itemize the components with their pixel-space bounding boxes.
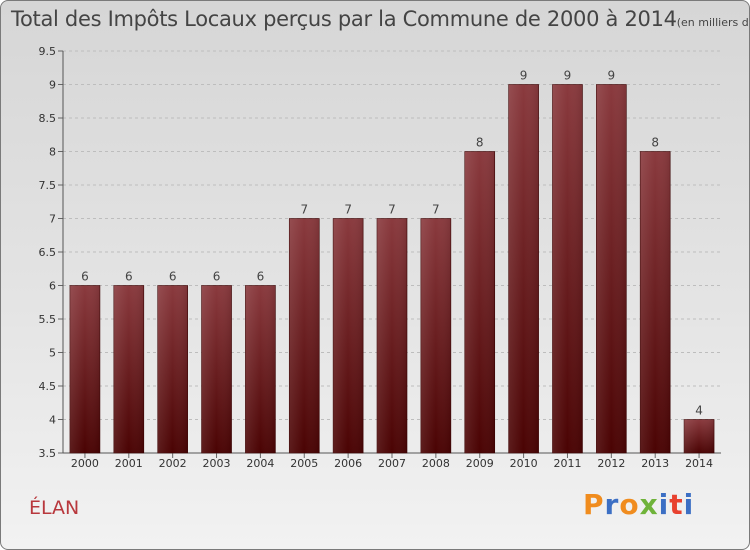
- x-tick-label: 2005: [290, 457, 318, 470]
- bar-shine: [113, 285, 144, 453]
- y-tick-label: 3.5: [39, 447, 57, 460]
- x-tick-label: 2001: [115, 457, 143, 470]
- x-tick-label: 2011: [553, 457, 581, 470]
- x-tick-label: 2003: [203, 457, 231, 470]
- logo-letter: t: [669, 488, 684, 521]
- logo-letter: i: [658, 488, 670, 521]
- y-tick-label: 9: [49, 79, 56, 92]
- data-label: 6: [81, 270, 89, 284]
- data-label: 6: [213, 270, 221, 284]
- bar-shine: [464, 151, 495, 453]
- y-tick-label: 5: [49, 347, 56, 360]
- bars: [69, 84, 715, 454]
- proxiti-logo: Proxiti: [583, 488, 694, 521]
- bar-shine: [201, 285, 232, 453]
- logo-letter: x: [639, 488, 659, 521]
- x-tick-label: 2002: [159, 457, 187, 470]
- y-tick-label: 8: [49, 146, 56, 159]
- x-tick-label: 2010: [510, 457, 538, 470]
- bar-shine: [157, 285, 188, 453]
- bar-shine: [684, 419, 715, 453]
- bar-shine: [333, 218, 364, 453]
- data-label: 7: [300, 203, 308, 217]
- bar-shine: [596, 84, 627, 453]
- bar-shine: [552, 84, 583, 453]
- data-label: 6: [169, 270, 177, 284]
- y-tick-label: 7: [49, 213, 56, 226]
- value-labels: 6 6 6 6 6 7 7 7 7 8 9 9 9 8 4: [81, 69, 703, 418]
- data-label: 8: [476, 136, 484, 150]
- bar-shine: [245, 285, 276, 453]
- data-label: 6: [257, 270, 265, 284]
- commune-name: ÉLAN: [29, 497, 80, 519]
- bar-shine: [69, 285, 100, 453]
- y-tick-label: 4.5: [39, 380, 57, 393]
- data-label: 4: [695, 404, 703, 418]
- x-tick-label: 2000: [71, 457, 99, 470]
- logo-letter: o: [619, 488, 640, 521]
- data-label: 6: [125, 270, 133, 284]
- chart-title-text: Total des Impôts Locaux perçus par la Co…: [11, 7, 677, 31]
- data-label: 9: [608, 69, 616, 83]
- logo-letter: r: [604, 488, 620, 521]
- data-label: 8: [651, 136, 659, 150]
- x-tick-label: 2014: [685, 457, 713, 470]
- y-tick-label: 6: [49, 280, 56, 293]
- x-tick-label: 2006: [334, 457, 362, 470]
- y-tick-label: 6.5: [39, 246, 57, 259]
- logo-letter: i: [683, 488, 695, 521]
- chart-title: Total des Impôts Locaux perçus par la Co…: [11, 7, 749, 31]
- x-tick-label: 2013: [641, 457, 669, 470]
- y-tick-label: 7.5: [39, 179, 57, 192]
- data-label: 7: [344, 203, 352, 217]
- chart-unit: (en milliers d'€): [676, 16, 749, 29]
- x-tick-label: 2007: [378, 457, 406, 470]
- y-tick-label: 5.5: [39, 313, 57, 326]
- y-tick-label: 9.5: [39, 45, 57, 58]
- x-tick-label: 2009: [466, 457, 494, 470]
- bar-shine: [289, 218, 320, 453]
- data-label: 9: [520, 69, 528, 83]
- bar-shine: [508, 84, 539, 453]
- y-tick-label: 4: [49, 414, 56, 427]
- bar-shine: [420, 218, 451, 453]
- data-label: 9: [564, 69, 572, 83]
- data-label: 7: [432, 203, 440, 217]
- logo-letter: P: [583, 488, 605, 521]
- bar-shine: [640, 151, 671, 453]
- x-tick-label: 2008: [422, 457, 450, 470]
- y-tick-label: 8.5: [39, 112, 57, 125]
- x-tick-label: 2012: [597, 457, 625, 470]
- bar-shine: [377, 218, 407, 453]
- x-tick-label: 2004: [246, 457, 274, 470]
- data-label: 7: [388, 203, 396, 217]
